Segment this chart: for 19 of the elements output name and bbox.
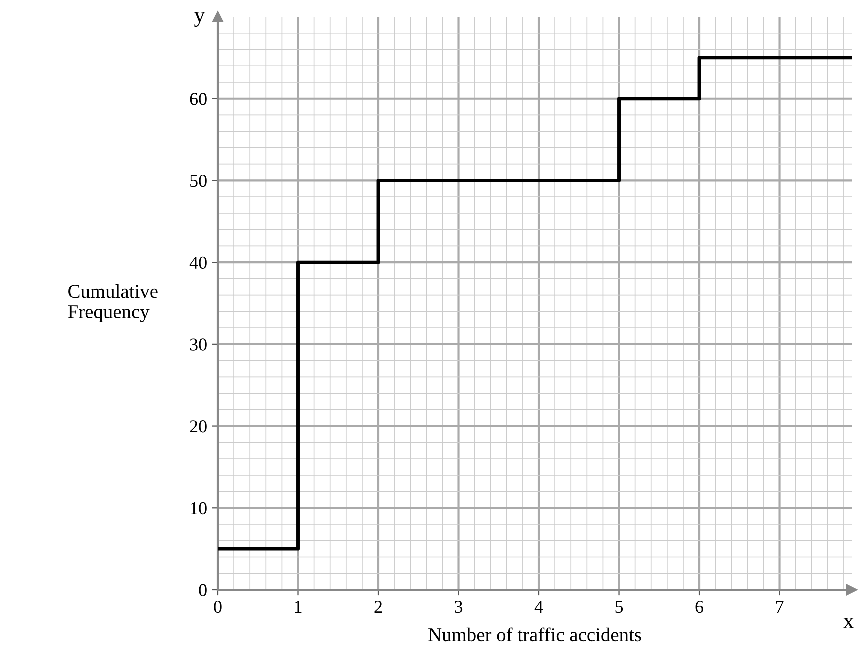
- text: x: [843, 618, 854, 628]
- y-tick-label: 30: [190, 338, 207, 351]
- x-tick-label: 1: [295, 601, 302, 613]
- x-tick-label: 6: [696, 600, 704, 614]
- y-axis-title: Cumulative Frequency: [68, 284, 158, 323]
- y-tick-label: 0: [199, 584, 207, 596]
- y-tick-label: 60: [190, 93, 207, 106]
- x-axis-title: Number of traffic accidents: [428, 628, 642, 642]
- x-tick-label: 2: [374, 600, 382, 613]
- y-tick-label: 10: [191, 502, 207, 515]
- y-tick-label: 40: [190, 256, 207, 270]
- x-tick-label: 5: [616, 601, 624, 614]
- x-tick-label: 4: [534, 601, 544, 613]
- x-tick-label: 3: [455, 600, 463, 614]
- x-tick-label: 7: [776, 601, 784, 613]
- y-tick-label: 50: [190, 174, 207, 188]
- y-tick-label: 20: [190, 420, 207, 433]
- text: y: [194, 12, 206, 28]
- x-tick-label: 0: [214, 600, 222, 614]
